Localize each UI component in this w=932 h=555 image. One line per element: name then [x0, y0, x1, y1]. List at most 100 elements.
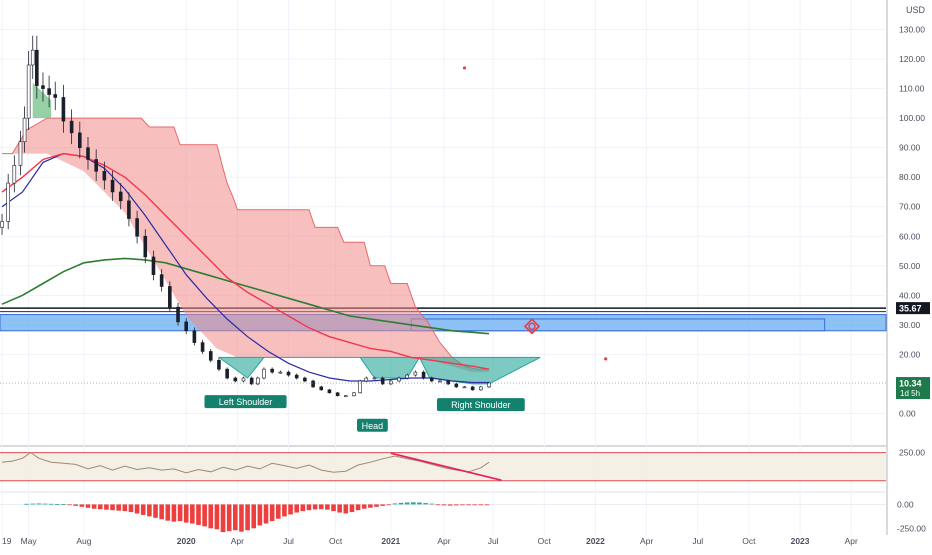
candle	[256, 377, 260, 385]
time-tick-label: 2023	[791, 536, 810, 546]
main-pane: Left Shoulder Head Right Shoulder	[0, 35, 887, 432]
level-badge-bg	[896, 302, 930, 315]
time-tick-label: Apr	[231, 536, 244, 546]
macd-histogram-bar	[337, 504, 342, 513]
ichimoku-cloud	[2, 118, 489, 373]
macd-histogram-bar	[42, 503, 48, 505]
macd-histogram-bar	[312, 504, 318, 510]
last-price-badge-text: 10.34	[899, 379, 922, 389]
candle	[470, 386, 475, 391]
candle	[405, 374, 409, 379]
macd-histogram-bar	[466, 504, 471, 506]
pattern-label-bg	[357, 418, 388, 432]
macd-histogram-bar	[263, 504, 269, 524]
macd-histogram-bar	[368, 504, 373, 508]
macd-histogram-bar	[472, 504, 478, 506]
macd-histogram-bar	[122, 504, 128, 512]
macd-histogram-bar	[128, 504, 134, 513]
axis-layer: USD 130.00 120.00 110.00 100.00 90.00 80.00 70…	[2, 5, 930, 546]
candle	[344, 395, 348, 398]
macd-histogram-bar	[361, 504, 367, 509]
macd-histogram-bar	[392, 503, 398, 505]
candle	[102, 170, 107, 181]
macd-histogram-bar	[73, 504, 79, 506]
macd-histogram-bar	[386, 504, 392, 506]
price-tick-label: 110.00	[899, 84, 925, 94]
cloud-upper-line	[2, 117, 489, 370]
macd-tick-label: 0.00	[897, 499, 914, 509]
macd-histogram-bar	[91, 504, 97, 509]
price-tick-label: 70.00	[899, 202, 921, 212]
time-tick-label: Jul	[283, 536, 294, 546]
time-tick-label: 2020	[177, 536, 196, 546]
candle	[446, 380, 450, 385]
macd-histogram-bar	[349, 504, 355, 513]
countdown-text: 1d 5h	[900, 389, 920, 398]
macd-histogram-bar	[404, 502, 410, 505]
price-tick-label: 90.00	[899, 143, 921, 153]
rsi-tick-label: 250.00	[899, 448, 925, 458]
candle	[286, 371, 291, 376]
rsi-trendline	[390, 452, 502, 482]
macd-histogram-bar	[159, 504, 164, 520]
pattern-label-bg	[436, 398, 525, 412]
macd-tick-label: -250.00	[897, 523, 926, 533]
macd-histogram-bar	[245, 504, 250, 531]
currency-label: USD	[906, 5, 926, 15]
candle	[319, 386, 324, 391]
time-tick-label: 2022	[586, 536, 605, 546]
macd-histogram-bar	[398, 502, 404, 505]
macd-histogram-bar	[374, 504, 379, 507]
macd-histogram-bar	[116, 504, 121, 511]
macd-histogram-bar	[306, 504, 312, 511]
candle	[135, 218, 139, 237]
candle	[352, 392, 356, 397]
candle	[151, 256, 156, 275]
time-tick-label: Apr	[845, 536, 858, 546]
ema-200-line	[1, 257, 490, 335]
macd-histogram-bar	[110, 504, 115, 511]
macd-histogram-bar	[134, 504, 140, 514]
macd-histogram-bar	[239, 504, 244, 532]
time-tick-label: May	[21, 536, 38, 546]
macd-histogram-bar	[251, 504, 257, 529]
macd-histogram-bar	[453, 504, 459, 506]
rsi-pane	[0, 451, 886, 482]
pattern-label-bg	[204, 395, 287, 409]
candle	[176, 306, 180, 323]
candle	[69, 120, 74, 134]
macd-histogram-bar	[171, 504, 177, 522]
price-tick-label: 130.00	[899, 25, 925, 35]
time-tick-label: Oct	[538, 536, 552, 546]
macd-histogram-bar	[165, 504, 171, 521]
candle	[389, 380, 393, 385]
pattern-label-1: Head	[357, 418, 388, 432]
candle	[438, 380, 442, 383]
macd-histogram-bar	[429, 503, 435, 505]
candle	[233, 377, 238, 382]
candle	[479, 386, 483, 391]
candle	[311, 380, 315, 388]
macd-histogram-bar	[288, 504, 293, 515]
candle	[143, 235, 148, 258]
macd-histogram-bar	[190, 504, 195, 524]
macd-histogram-bar	[343, 504, 349, 514]
macd-histogram-bar	[30, 503, 36, 505]
candle	[413, 371, 418, 376]
candle	[6, 182, 10, 222]
macd-histogram-bar	[300, 504, 306, 512]
macd-histogram-bar	[147, 504, 152, 517]
candle	[429, 377, 434, 382]
candle	[118, 191, 123, 202]
ema-100-line	[1, 152, 490, 370]
candle	[303, 377, 307, 382]
macd-histogram-bar	[423, 503, 428, 505]
macd-histogram-bar	[318, 504, 324, 510]
macd-histogram-bar	[484, 504, 490, 506]
candle	[249, 377, 254, 385]
candle	[454, 383, 459, 388]
level-badge-text: 35.67	[899, 304, 922, 314]
candle	[78, 132, 82, 148]
macd-histogram-bar	[257, 504, 263, 526]
